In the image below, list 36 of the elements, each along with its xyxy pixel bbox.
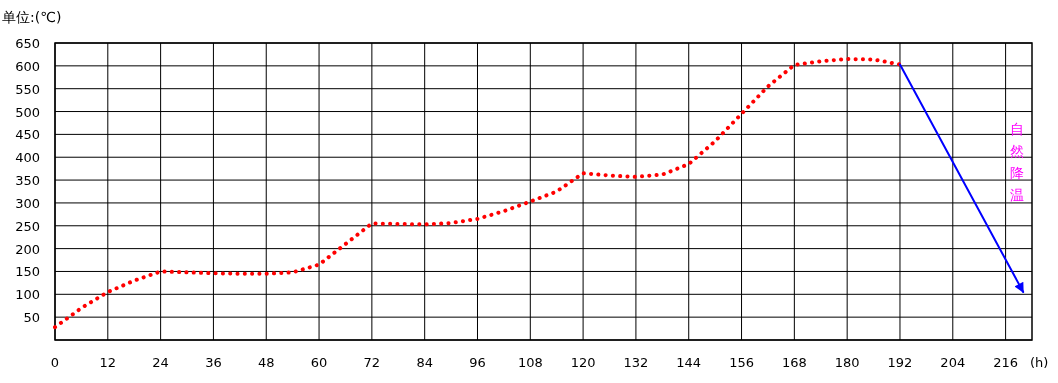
y-tick-label: 200 [15,241,40,257]
y-tick-label: 150 [15,264,40,280]
y-tick-label: 250 [15,218,40,234]
x-tick-label: 180 [834,355,860,370]
x-tick-label: 216 [993,355,1019,370]
y-axis-title: 单位:(℃) [2,9,62,25]
x-tick-label: 24 [152,355,169,370]
x-tick-label: 84 [416,355,433,370]
y-tick-label: 350 [15,173,40,189]
y-tick-label: 400 [15,150,40,166]
x-tick-label: 60 [310,355,328,370]
y-tick-label: 500 [15,104,40,120]
line-series [53,56,902,330]
x-tick-label: 36 [205,355,222,370]
y-tick-label: 300 [15,195,40,211]
annotation: 自然降温 [1010,120,1024,203]
x-tick-label: 168 [781,355,807,370]
x-tick-label: 72 [363,355,381,370]
x-tick-label: 192 [887,355,913,370]
x-tick-label: 12 [99,355,117,370]
y-tick-label: 650 [15,36,40,51]
x-tick-label: 204 [940,355,966,370]
y-tick-label: 100 [15,287,40,303]
x-tick-label: 156 [729,355,754,370]
x-tick-label: 96 [469,355,486,370]
x-tick-label: 0 [50,355,60,370]
x-tick-label: 144 [676,355,702,370]
y-tick-label: 450 [15,127,40,143]
x-tick-label: 132 [623,355,649,370]
x-axis-title: (h) [1030,355,1049,370]
y-tick-label: 600 [15,58,40,74]
x-tick-label: 48 [257,355,275,370]
x-tick-label: 108 [517,355,543,370]
y-tick-label: 50 [23,310,40,326]
y-tick-label: 550 [15,81,40,97]
x-tick-label: 120 [570,355,596,370]
